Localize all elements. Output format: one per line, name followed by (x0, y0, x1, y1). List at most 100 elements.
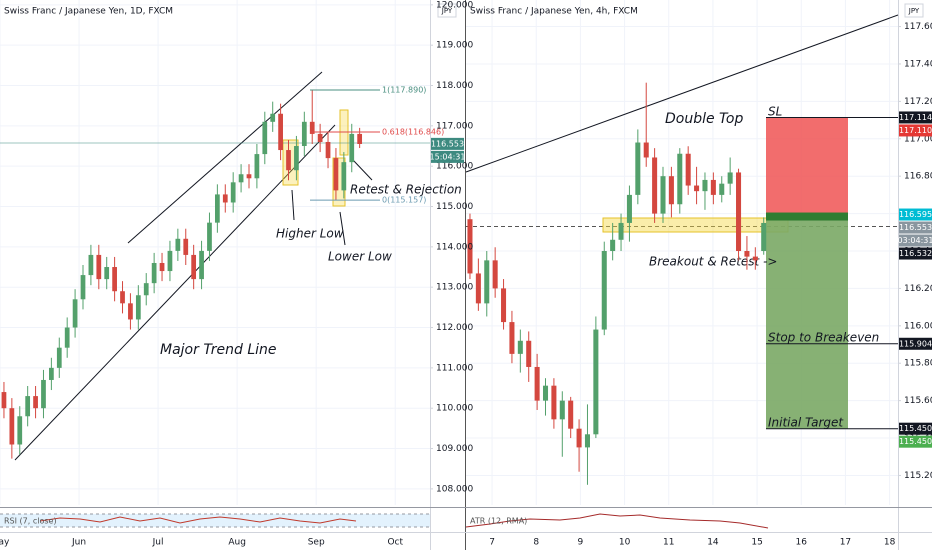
currency-box (904, 3, 924, 18)
candle-body (610, 239, 616, 252)
candle-body (484, 260, 490, 304)
arrow (339, 211, 346, 246)
candle-body (1, 392, 7, 409)
candle-body (626, 194, 632, 223)
y-tick-label: 112.000 (436, 323, 473, 333)
x-tick-label: Oct (387, 538, 403, 548)
annotation: Higher Low (276, 227, 344, 241)
candle-body (710, 179, 716, 195)
candle-body (175, 238, 181, 251)
candle-body (325, 141, 331, 159)
candle-body (568, 400, 574, 429)
candle-body (17, 416, 23, 445)
fib-label: 0(115.157) (382, 196, 426, 205)
trend-line (465, 14, 899, 173)
price-tag-label: 115.904 (899, 339, 932, 348)
currency-box (437, 3, 457, 18)
candle-body (761, 222, 767, 252)
candle-body (215, 194, 220, 223)
price-tag-label: 116.553 (899, 223, 932, 232)
candle-body (301, 121, 307, 147)
x-tick-label: 16 (796, 538, 808, 548)
currency: JPY (908, 7, 920, 15)
rsi-line (39, 516, 357, 524)
price-tag-label: 116.532 (899, 249, 932, 258)
candle-body (576, 428, 582, 448)
candle-body (25, 396, 31, 417)
price-tag-label: 116.595 (899, 210, 932, 219)
annotation: Lower Low (328, 250, 392, 264)
candle-body (660, 176, 666, 214)
candle-body (652, 157, 658, 214)
candle-body (341, 162, 347, 191)
candle-body (278, 113, 283, 151)
price-tag (899, 221, 932, 234)
candle-body (254, 154, 260, 179)
candle-body (752, 256, 758, 261)
annotation: Double Top (665, 111, 743, 127)
candle-body (744, 251, 750, 257)
indicator-label: ATR (12, RMA) (470, 517, 527, 526)
candle-body (96, 254, 102, 280)
candle-body (677, 153, 683, 205)
candle-body (668, 176, 674, 205)
price-tag-label: 117.110 (899, 126, 932, 135)
candle-body (286, 150, 291, 171)
candle-body (80, 275, 86, 300)
y-tick-label: 120.000 (436, 0, 473, 10)
candle-body (593, 329, 599, 435)
x-tick-label: Jul (152, 538, 164, 548)
rsi-band (0, 514, 430, 527)
candle-body (64, 327, 70, 348)
candle-body (542, 385, 549, 401)
candle-body (526, 340, 532, 367)
price-tag-label: 116.553 (431, 139, 464, 148)
fib-label: 0.618(116.846) (382, 128, 444, 137)
candle-body (238, 174, 244, 183)
indicator-label: RSI (7, close) (4, 517, 57, 526)
y-tick-label: 117.600 (904, 22, 932, 32)
y-tick-label: 114.000 (436, 242, 473, 252)
candle-body (601, 251, 607, 330)
candle-body (270, 113, 276, 122)
x-tick-label: 9 (578, 538, 584, 548)
y-tick-label: 116.000 (436, 162, 473, 172)
candle-body (357, 133, 363, 144)
price-tag (899, 111, 932, 124)
price-tag (899, 247, 932, 260)
y-tick-label: 118.000 (436, 81, 473, 91)
candle-body (104, 267, 110, 280)
candle-body (33, 396, 38, 409)
chart-title: Swiss Franc / Japanese Yen, 1D, FXCM (4, 7, 173, 17)
candle-body (135, 295, 141, 320)
arrow (352, 159, 373, 181)
x-tick-label: Aug (228, 538, 246, 548)
price-tag (899, 208, 932, 221)
candle-body (183, 238, 189, 255)
candle-body (199, 250, 204, 280)
y-tick-label: 119.000 (436, 41, 473, 51)
candle-body (517, 340, 523, 354)
candle-body (719, 183, 725, 195)
annotation: Stop to Breakeven (768, 331, 879, 345)
x-tick-label: 18 (884, 538, 896, 548)
x-tick-label: 11 (663, 538, 674, 548)
candle-body (120, 291, 125, 304)
y-tick-label: 117.200 (904, 97, 932, 107)
countdown: 15:04:31 (430, 152, 466, 161)
target-zone (766, 214, 848, 429)
candle-body (333, 158, 339, 191)
candle-body (736, 172, 742, 252)
price-tag-label: 115.450 (899, 437, 932, 446)
annotation: SL (768, 105, 782, 119)
price-tag (899, 435, 932, 448)
candle-body (9, 408, 15, 445)
y-tick-label: 116.000 (904, 321, 932, 331)
candle-body (207, 222, 212, 251)
position-tool (766, 116, 898, 430)
y-tick-label: 115.800 (904, 359, 932, 369)
candle-body (694, 185, 700, 192)
candle-body (317, 133, 323, 142)
candle-body (246, 174, 252, 179)
